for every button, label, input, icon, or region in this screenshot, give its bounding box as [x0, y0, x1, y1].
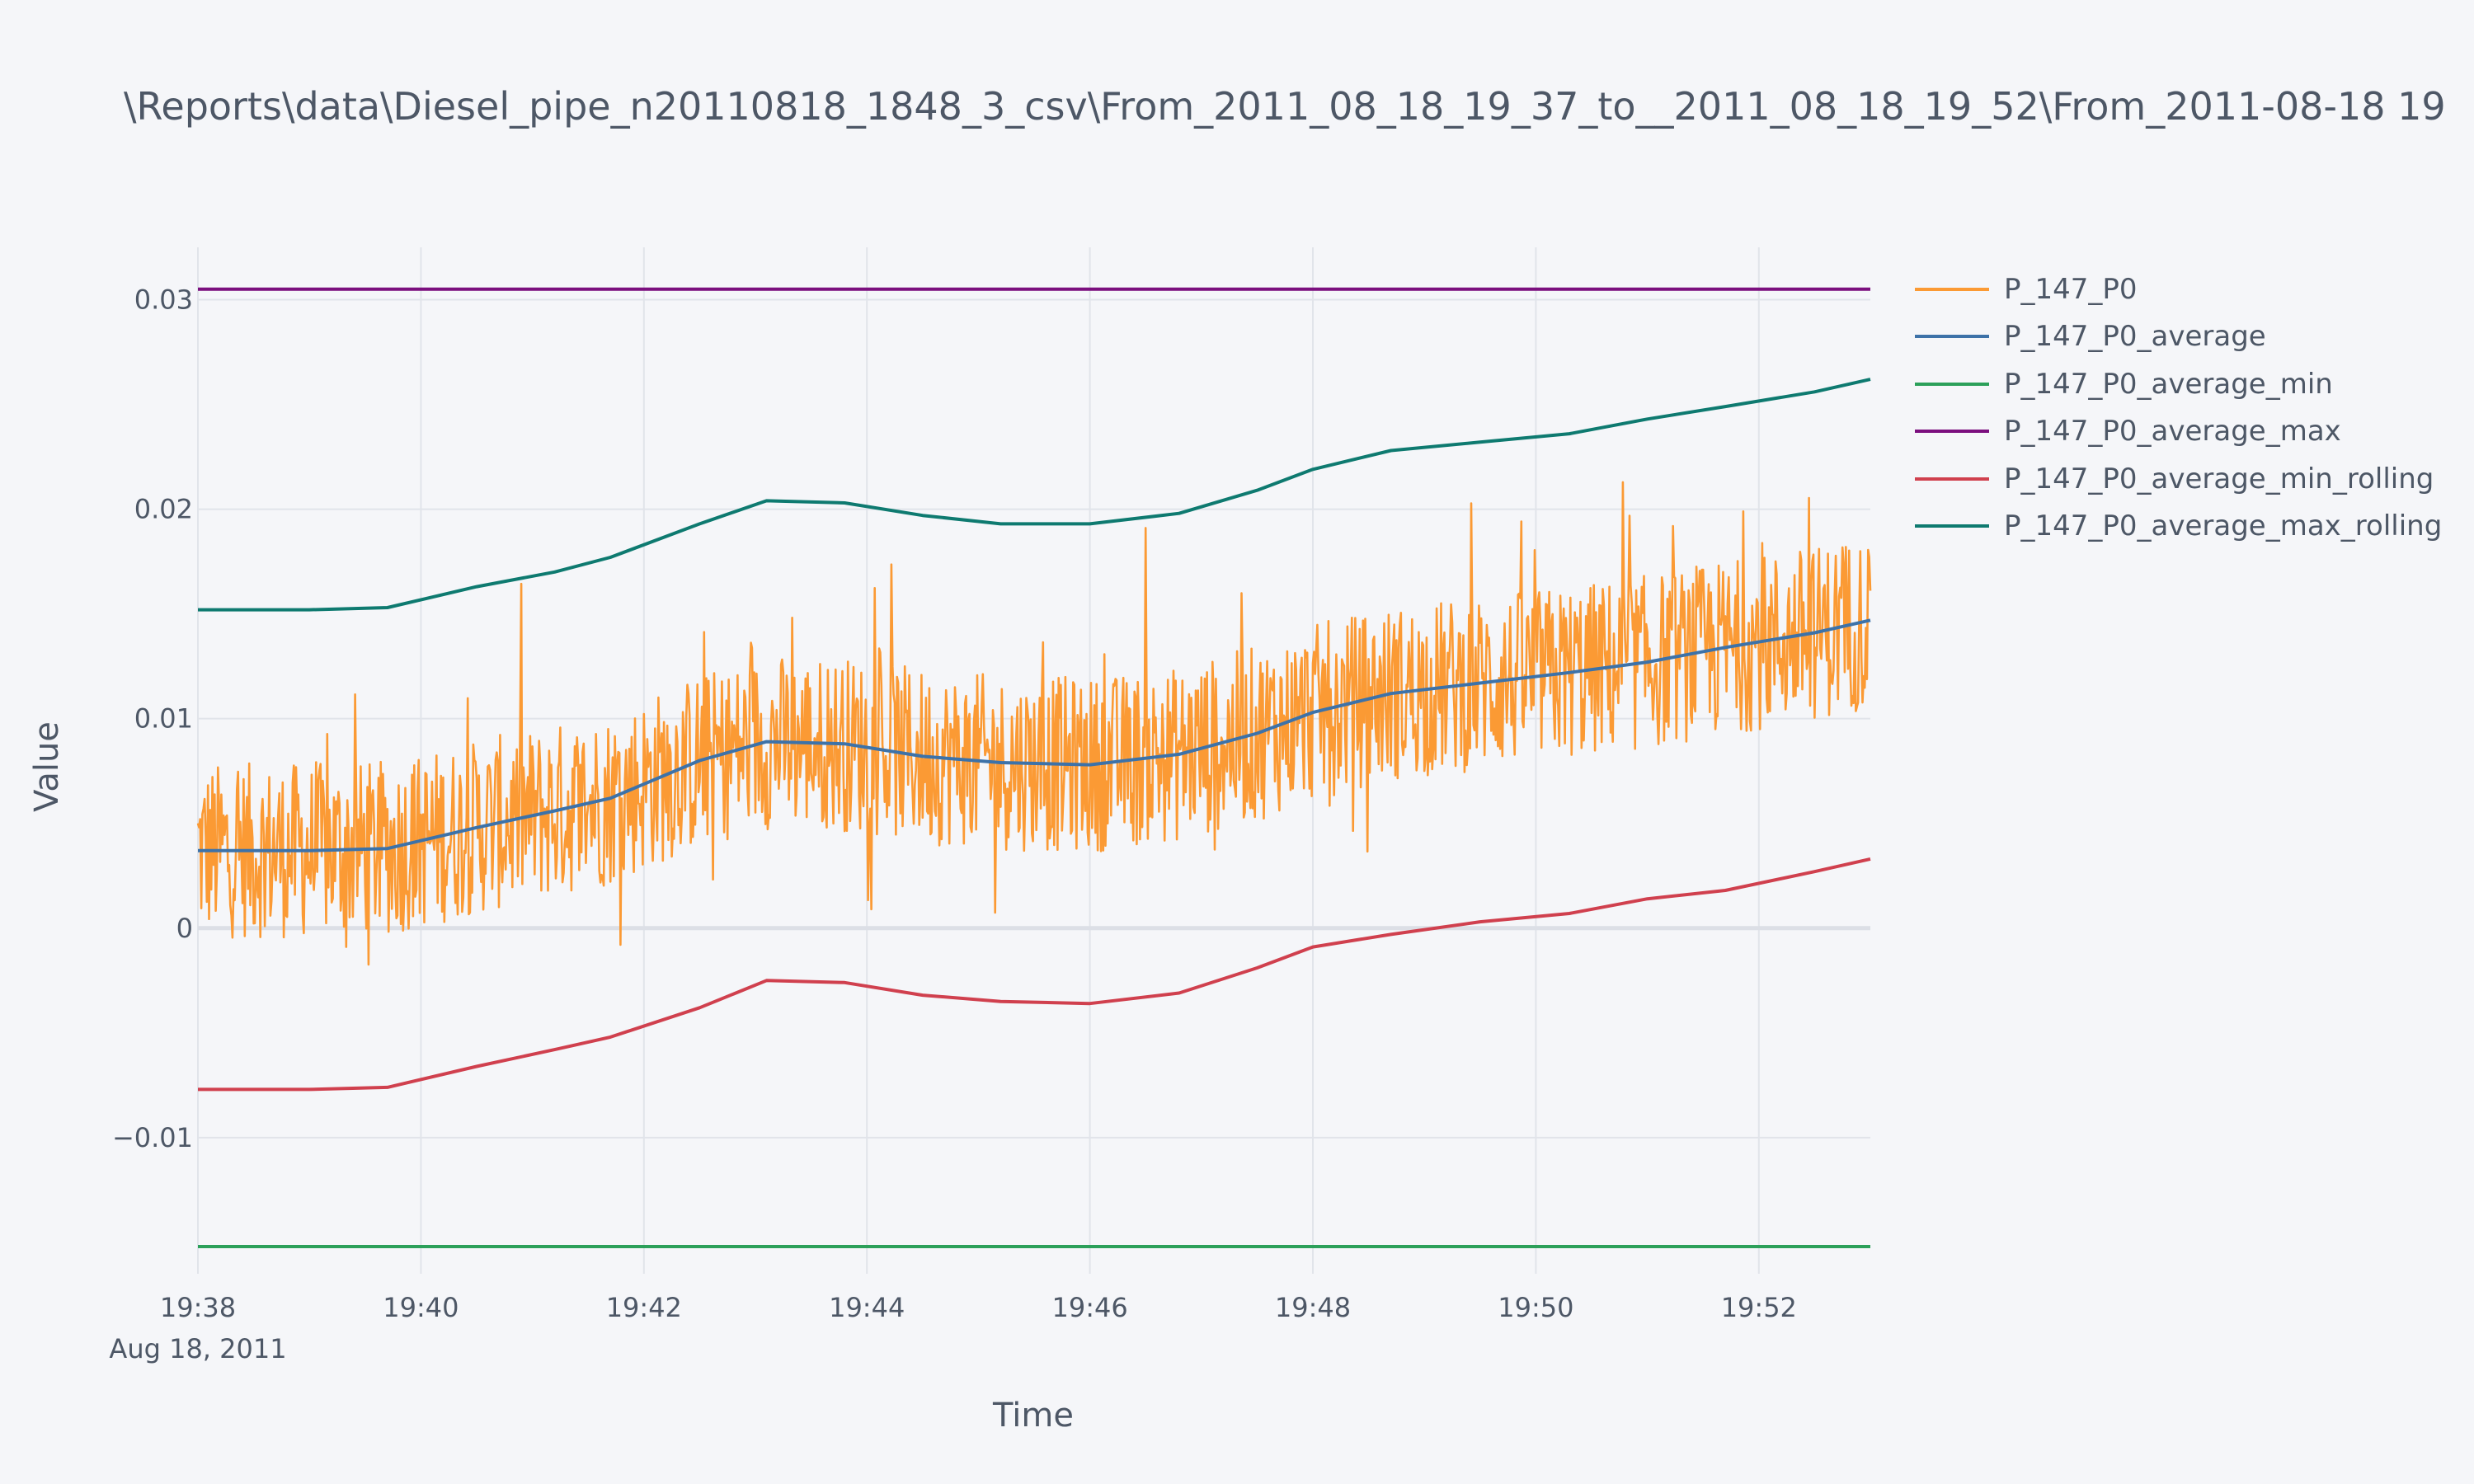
series-line-1 — [198, 618, 1871, 852]
legend-item[interactable]: P_147_P0_average_min_rolling — [1915, 455, 2442, 503]
legend: P_147_P0 P_147_P0_average P_147_P0_average… — [1915, 265, 2442, 550]
legend-swatch — [1915, 335, 1989, 339]
y-axis-title: Value — [28, 721, 66, 812]
legend-item[interactable]: P_147_P0_average_min — [1915, 360, 2442, 408]
axis-ticks: 19:38 Aug 18, 2011 19:40 19:42 19:44 19:46 19:… — [109, 284, 1796, 1364]
legend-swatch — [1915, 382, 1989, 386]
x-tick-sublabel: Aug 18, 2011 — [109, 1333, 286, 1364]
legend-swatch — [1915, 287, 1989, 291]
x-tick-label: 19:42 — [606, 1292, 682, 1323]
legend-label: P_147_P0 — [2004, 272, 2138, 306]
x-tick-label: 19:50 — [1498, 1292, 1573, 1323]
legend-item[interactable]: P_147_P0_average — [1915, 313, 2442, 361]
x-tick-label: 19:38 — [160, 1292, 236, 1323]
x-axis-title: Time — [992, 1397, 1074, 1435]
series-line-4 — [198, 857, 1871, 1092]
legend-item[interactable]: P_147_P0 — [1915, 265, 2442, 313]
y-tick-label: 0.02 — [134, 494, 193, 525]
y-tick-label: 0 — [176, 913, 193, 944]
legend-item[interactable]: P_147_P0_average_max — [1915, 408, 2442, 456]
series-line-measured — [196, 481, 1872, 966]
legend-swatch — [1915, 524, 1989, 528]
x-tick-label: 19:44 — [829, 1292, 905, 1323]
legend-label: P_147_P0_average — [2004, 320, 2266, 354]
legend-label: P_147_P0_average_min_rolling — [2004, 462, 2434, 495]
chart-title: \Reports\data\Diesel_pipe_n20110818_1848… — [124, 84, 2446, 129]
x-tick-label: 19:52 — [1721, 1292, 1797, 1323]
series-traces — [196, 287, 1872, 1248]
legend-label: P_147_P0_average_max — [2004, 415, 2341, 448]
x-tick-label: 19:48 — [1275, 1292, 1351, 1323]
x-tick-label: 19:40 — [383, 1292, 459, 1323]
legend-label: P_147_P0_average_min — [2004, 367, 2333, 401]
y-tick-label: 0.01 — [134, 703, 193, 735]
y-tick-label: −0.01 — [112, 1122, 193, 1153]
x-tick-label: 19:46 — [1051, 1292, 1127, 1323]
legend-label: P_147_P0_average_max_rolling — [2004, 510, 2443, 543]
legend-swatch — [1915, 477, 1989, 481]
y-tick-label: 0.03 — [134, 284, 193, 316]
legend-swatch — [1915, 430, 1989, 434]
series-line-5 — [198, 378, 1871, 612]
legend-item[interactable]: P_147_P0_average_max_rolling — [1915, 503, 2442, 551]
